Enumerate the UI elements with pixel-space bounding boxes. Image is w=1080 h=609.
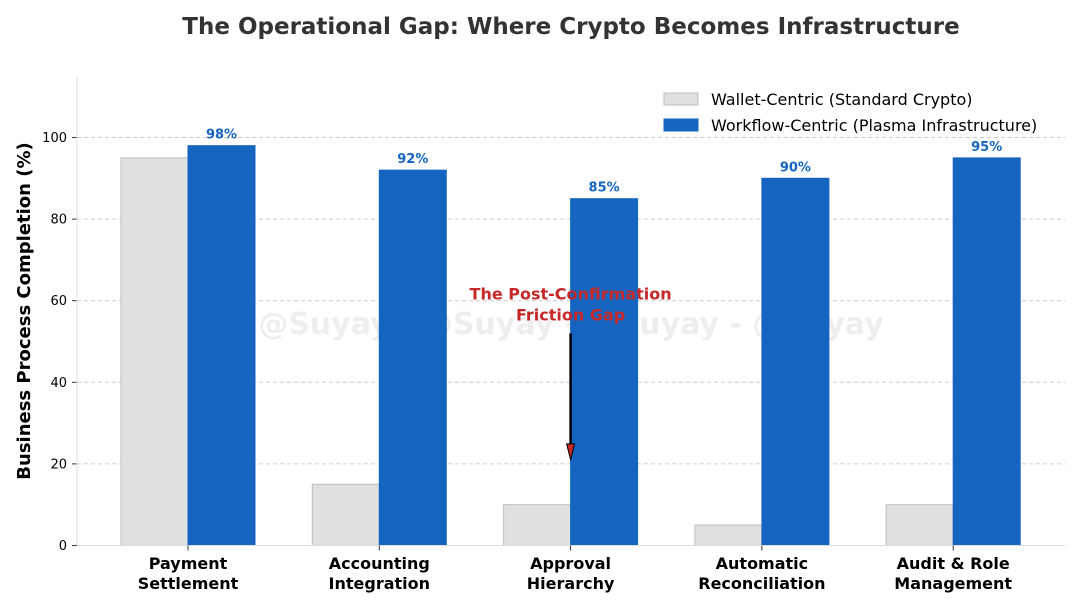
x-tick-label: Integration [329, 574, 431, 593]
data-label: 98% [206, 128, 237, 143]
bar-workflow-centric-0 [187, 145, 256, 546]
y-tick-label: 0 [59, 539, 67, 554]
bar-wallet-centric-2 [503, 504, 572, 547]
legend-label: Workflow-Centric (Plasma Infrastructure) [711, 116, 1037, 135]
bar-wallet-centric-3 [694, 524, 763, 546]
x-tick-label: Accounting [329, 554, 430, 573]
bar-workflow-centric-3 [761, 177, 830, 547]
data-label: 85% [589, 181, 620, 196]
bar-wallet-centric-0 [120, 157, 189, 546]
y-tick-label: 20 [50, 457, 67, 472]
y-tick-label: 40 [50, 376, 67, 391]
bar-workflow-centric-4 [952, 157, 1021, 546]
y-tick-label: 80 [50, 213, 67, 228]
x-tick-label: Settlement [138, 574, 239, 593]
data-labels: 98% 92% 85% 90% 95% [206, 128, 1002, 196]
y-tick-label: 100 [42, 131, 67, 146]
legend-label: Wallet-Centric (Standard Crypto) [711, 90, 973, 109]
data-label: 95% [971, 140, 1002, 155]
bar-workflow-centric-2 [570, 198, 639, 546]
x-tick-label: Payment [149, 554, 228, 573]
x-tick-label: Automatic [716, 554, 809, 573]
bar-wallet-centric-1 [311, 483, 380, 546]
legend-swatch [663, 92, 699, 106]
annotation-arrow-head [565, 443, 576, 460]
chart-title: The Operational Gap: Where Crypto Become… [182, 14, 959, 40]
bars [120, 145, 1021, 547]
annotation-text: Friction Gap [516, 306, 625, 325]
data-label: 92% [397, 152, 428, 167]
x-tick-label: Management [894, 574, 1012, 593]
x-tick-label: Audit & Role [897, 554, 1010, 573]
legend-swatch [663, 118, 699, 132]
y-tick-label: 60 [50, 294, 67, 309]
x-tick-label: Hierarchy [527, 574, 615, 593]
y-axis-label: Business Process Completion (%) [14, 142, 35, 479]
data-label: 90% [780, 160, 811, 175]
annotation-text: The Post-Confirmation [470, 285, 672, 304]
x-tick-label: Reconciliation [698, 574, 825, 593]
bar-workflow-centric-1 [378, 169, 447, 546]
bar-wallet-centric-4 [885, 504, 954, 547]
annotation: The Post-Confirmation Friction Gap [470, 285, 672, 460]
x-tick-label: Approval [530, 554, 611, 573]
legend: Wallet-Centric (Standard Crypto) Workflow… [663, 90, 1037, 135]
